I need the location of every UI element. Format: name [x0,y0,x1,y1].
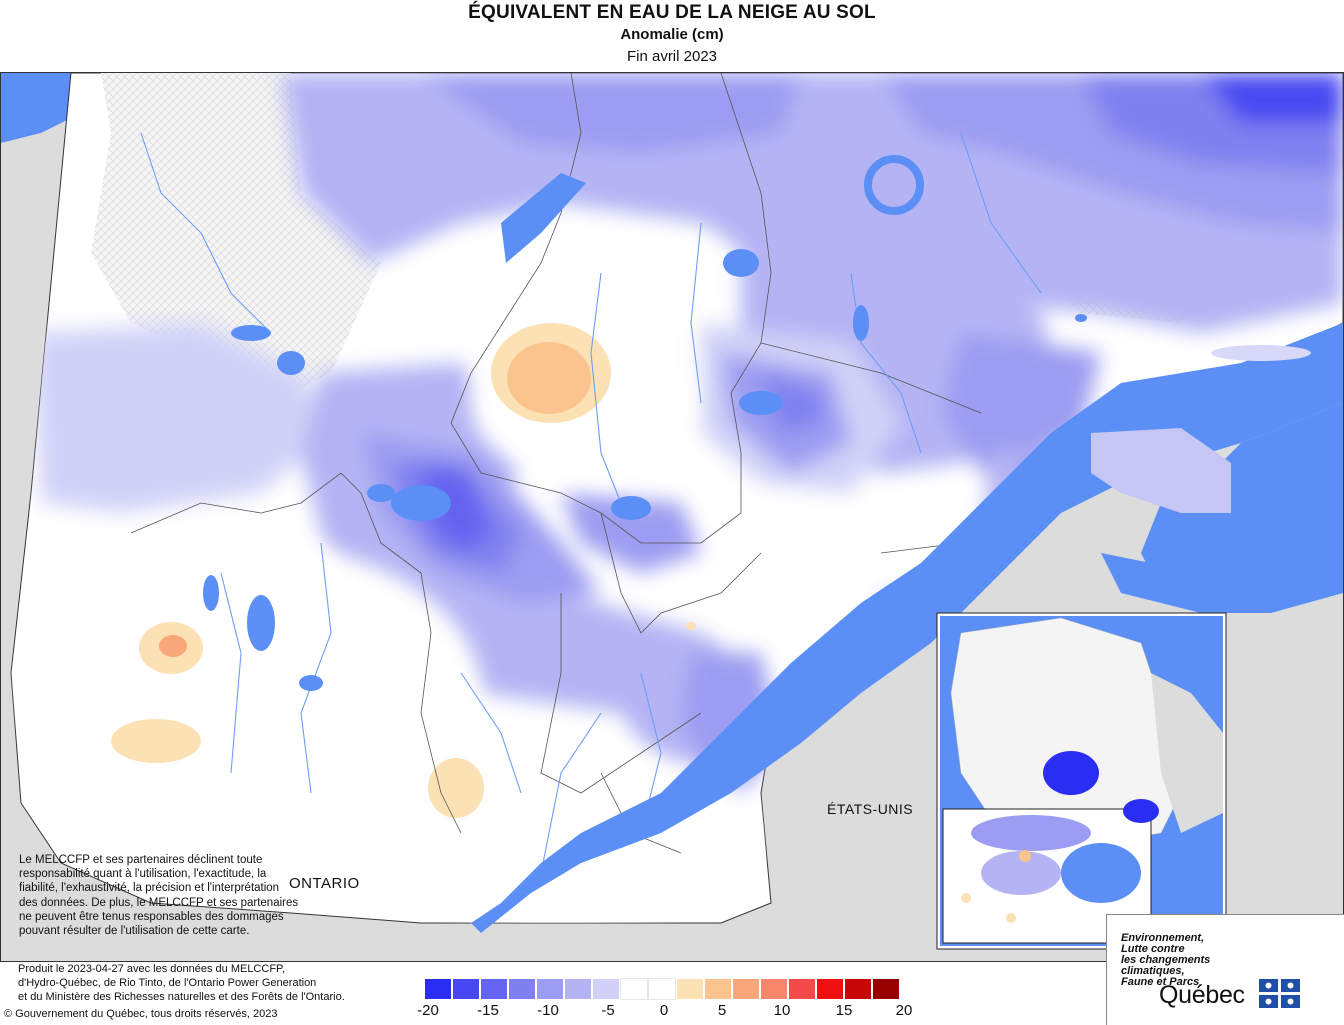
ministry-line-3: les changements [1121,954,1211,966]
legend-tick-label: -10 [537,1002,559,1019]
quebec-wordmark: Québec [1159,981,1245,1009]
map-subtitle: Anomalie (cm) [620,26,724,43]
legend-color-scale [424,978,964,1000]
ministry-line-2: Lutte contre [1121,943,1185,955]
legend-tick-label: 10 [773,1002,791,1019]
inset-map [936,612,1227,950]
legend-tick-label: 15 [835,1002,853,1019]
legend-swatch [648,978,676,1000]
gaspesie-tip [1091,428,1231,513]
chaleur-bay [1101,553,1251,613]
produced-line-3: et du Ministère des Richesses naturelles… [18,991,345,1003]
legend-swatch [592,978,620,1000]
map-period: Fin avril 2023 [626,48,718,65]
warm-anomaly-4 [428,758,484,818]
legend-swatch [620,978,648,1000]
ministry-line-5: Faune et Parcs [1121,976,1200,988]
legend-tick-label: -15 [477,1002,499,1019]
warm-anomaly-2-core [159,635,187,657]
ministry-line-4: climatiques, [1121,965,1185,977]
lakes [203,173,1087,691]
legend-swatch [844,978,872,1000]
gulf [1141,403,1343,613]
legend-swatch [480,978,508,1000]
legend-tick-label: 20 [895,1002,913,1019]
legend-swatch [732,978,760,1000]
legend-swatch [536,978,564,1000]
west-land [1,133,41,313]
warm-anomaly-1-core [507,342,591,414]
quebec-flag-icon [1259,979,1300,1008]
legend-tick-label: 0 [659,1002,669,1019]
legend-swatch [508,978,536,1000]
region-boundaries [130,73,1022,854]
anticosti [1211,345,1311,361]
map-title: ÉQUIVALENT EN EAU DE LA NEIGE AU SOL [468,2,876,23]
warm-anomaly-3 [111,719,201,763]
disclaimer: Le MELCCFP et ses partenaires déclinent … [19,854,299,938]
anomaly-fields [21,73,1343,923]
legend-tick-label: 5 [717,1002,727,1019]
legend-swatch [452,978,480,1000]
ontario-land [1,883,161,925]
warm-anomaly-6 [686,622,696,630]
legend-swatch [872,978,900,1000]
snow-anomaly-map: ONTARIO ÉTATS-UNIS Le MELCCFP et ses par… [0,72,1344,962]
legend-tick-label: -5 [601,1002,615,1019]
produced-line-1: Produit le 2023-04-27 avec les données d… [18,963,286,975]
quebec-brand: Environnement, Lutte contre les changeme… [1106,914,1344,1025]
usa-label: ÉTATS-UNIS [827,801,914,817]
legend-swatch [788,978,816,1000]
ministry-line-1: Environnement, [1121,932,1205,944]
legend-swatch [760,978,788,1000]
ministry-name: Environnement, Lutte contre les changeme… [1121,933,1210,988]
legend-tick-label: -20 [417,1002,439,1019]
ontario-label: ONTARIO [289,875,360,892]
production-credits: Produit le 2023-04-27 avec les données d… [18,962,398,1004]
legend-ticks: -20 -15 -10 -5 0 5 10 15 20 [417,1000,964,1022]
manicouagan-reservoir [864,155,924,215]
color-legend: -20 -15 -10 -5 0 5 10 15 20 [417,978,964,1022]
legend-swatch [676,978,704,1000]
map-canvas [1,73,1343,961]
copyright: © Gouvernement du Québec, tous droits ré… [4,1008,278,1020]
produced-line-2: d'Hydro-Québec, de Rio Tinto, de l'Ontar… [18,977,317,989]
legend-swatch [564,978,592,1000]
legend-swatch [704,978,732,1000]
legend-swatch [424,978,452,1000]
legend-swatch [816,978,844,1000]
